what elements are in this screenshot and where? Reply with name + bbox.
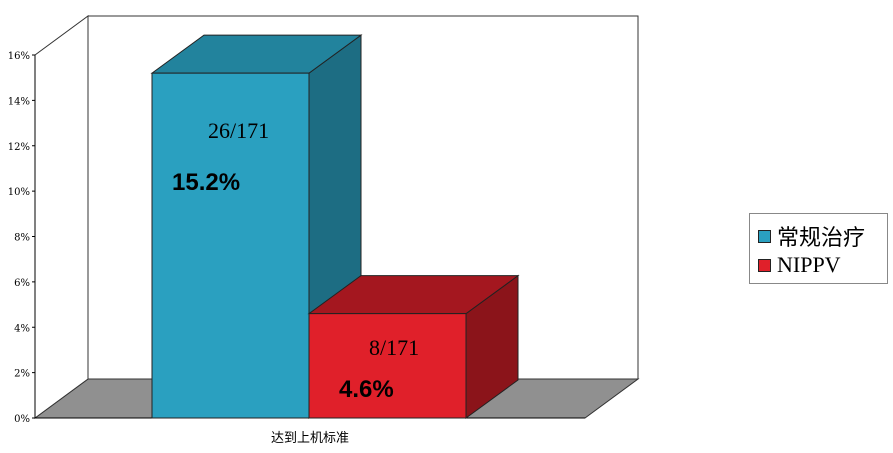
legend-label: 常规治疗 — [777, 225, 866, 250]
y-tick-label: 6% — [14, 278, 30, 289]
legend-label: NIPPV — [777, 252, 841, 277]
bar-front — [308, 313, 467, 419]
legend-swatch — [758, 258, 771, 272]
y-tick-label: 4% — [14, 323, 30, 334]
legend-item: NIPPV — [758, 252, 841, 278]
bar-count-label: 26/171 — [208, 118, 269, 143]
bar-value-label: 4.6% — [339, 376, 394, 403]
y-tick-label: 14% — [8, 96, 30, 107]
legend: 常规治疗 NIPPV — [749, 213, 888, 284]
y-tick-label: 0% — [14, 414, 30, 425]
y-tick-label: 16% — [8, 51, 30, 62]
y-tick-label: 10% — [8, 187, 30, 198]
chart-side-wall — [34, 15, 89, 419]
legend-item: 常规治疗 — [758, 220, 865, 252]
x-category-label: 达到上机标准 — [271, 431, 349, 446]
bar-front — [151, 72, 310, 419]
bar-value-label: 15.2% — [172, 169, 240, 196]
y-tick-label: 12% — [8, 142, 30, 153]
y-tick-label: 8% — [14, 233, 30, 244]
bar-count-label: 8/171 — [369, 335, 419, 360]
y-tick-label: 2% — [14, 369, 30, 380]
legend-swatch — [758, 229, 771, 243]
